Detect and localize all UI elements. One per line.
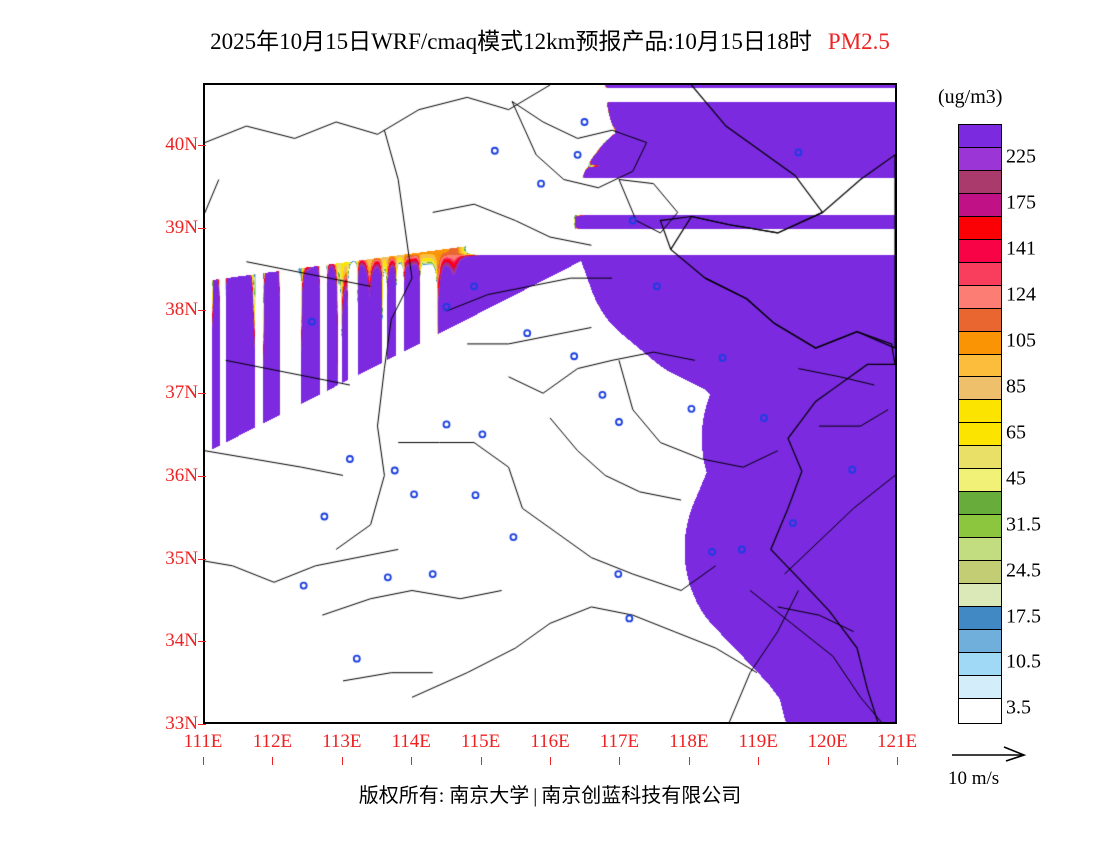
y-axis-tick-label: 34N bbox=[165, 630, 198, 652]
wind-scale-label: 10 m/s bbox=[948, 768, 1000, 789]
x-axis-tick-label: 116E bbox=[530, 731, 570, 752]
footer-company-text: 南京创蓝科技有限公司 bbox=[541, 785, 742, 807]
colorbar-band bbox=[959, 698, 1001, 722]
x-axis-tick bbox=[758, 757, 760, 765]
colorbar-band bbox=[959, 147, 1001, 171]
colorbar-band bbox=[959, 652, 1001, 676]
y-axis-tick bbox=[198, 475, 206, 477]
y-axis-tick bbox=[198, 558, 206, 560]
y-axis-tick-label: 36N bbox=[165, 464, 198, 486]
x-axis-labels: 111E 112E 113E 114E 115E 116E 117E 118E 119E 120E… bbox=[184, 731, 917, 765]
colorbar-band bbox=[959, 193, 1001, 217]
y-axis-labels: 40N 39N 38N 37N 36N 35N 34N 33N bbox=[140, 83, 206, 734]
x-axis-tick-label: 119E bbox=[738, 731, 778, 752]
page-title: 2025年10月15日WRF/cmaq模式12km预报产品:10月15日18时 P… bbox=[0, 22, 1100, 56]
title-variable-text: PM2.5 bbox=[827, 29, 890, 54]
colorbar-band bbox=[959, 400, 1001, 424]
x-axis-tick bbox=[341, 757, 343, 765]
x-axis-tick bbox=[688, 757, 690, 765]
x-axis-tick bbox=[827, 757, 829, 765]
x-axis-tick-label: 113E bbox=[322, 731, 362, 752]
x-axis-tick bbox=[897, 757, 898, 765]
x-axis-tick-label: 115E bbox=[460, 731, 501, 752]
colorbar-band bbox=[959, 561, 1001, 585]
colorbar-tick-label: 175 bbox=[1006, 191, 1036, 214]
colorbar-band bbox=[959, 239, 1001, 263]
colorbar-band bbox=[959, 125, 1001, 148]
y-axis-tick-label: 35N bbox=[165, 547, 198, 569]
colorbar-tick-label: 3.5 bbox=[1006, 696, 1031, 719]
x-axis-tick bbox=[550, 757, 551, 765]
colorbar-band bbox=[959, 331, 1001, 355]
wind-arrow-icon bbox=[952, 746, 1027, 762]
x-axis-tick bbox=[203, 757, 204, 765]
colorbar-tick-label: 45 bbox=[1006, 467, 1026, 490]
y-axis-tick bbox=[198, 310, 206, 312]
colorbar-tick-label: 31.5 bbox=[1006, 513, 1041, 536]
colorbar[interactable] bbox=[958, 124, 1002, 724]
colorbar-tick-label: 24.5 bbox=[1006, 559, 1041, 582]
x-axis-tick-label: 120E bbox=[807, 731, 848, 752]
x-axis-tick bbox=[411, 757, 413, 765]
x-axis-tick-label: 121E bbox=[876, 731, 918, 752]
y-axis-tick-label: 39N bbox=[165, 216, 198, 238]
footer-copyright-text: 版权所有: 南京大学 bbox=[358, 785, 530, 807]
y-axis-tick-label: 37N bbox=[165, 382, 198, 404]
colorbar-band bbox=[959, 423, 1001, 447]
colorbar-tick-label: 225 bbox=[1006, 145, 1036, 168]
y-axis-tick-label: 38N bbox=[165, 299, 198, 321]
colorbar-band bbox=[959, 584, 1001, 608]
x-axis-tick-label: 118E bbox=[669, 731, 709, 752]
colorbar-band bbox=[959, 469, 1001, 493]
x-axis-tick bbox=[480, 757, 482, 765]
wind-scale-key: 10 m/s bbox=[944, 744, 1064, 800]
colorbar-tick-label: 65 bbox=[1006, 421, 1026, 444]
colorbar-band bbox=[959, 170, 1001, 194]
colorbar-band bbox=[959, 607, 1001, 630]
y-axis-tick-label: 40N bbox=[165, 134, 198, 156]
concentration-field-canvas bbox=[205, 85, 895, 722]
colorbar-tick-label: 85 bbox=[1006, 375, 1026, 398]
colorbar-tick-label: 10.5 bbox=[1006, 650, 1041, 673]
y-axis-tick bbox=[198, 393, 206, 395]
colorbar-band bbox=[959, 262, 1001, 286]
colorbar-units-label: (ug/m3) bbox=[938, 86, 1003, 108]
x-axis-tick-label: 114E bbox=[391, 731, 431, 752]
y-axis-tick bbox=[198, 724, 206, 725]
colorbar-tick-labels: 225 175 141 124 105 85 65 45 31.5 24.5 17.5 10.5 3.5 bbox=[1006, 124, 1098, 724]
footer-separator: | bbox=[533, 785, 538, 807]
colorbar-band bbox=[959, 377, 1001, 401]
y-axis-tick-label: 33N bbox=[165, 713, 198, 734]
y-axis-tick bbox=[198, 641, 206, 643]
x-axis-tick bbox=[619, 757, 621, 765]
y-axis-tick bbox=[198, 145, 206, 147]
x-axis-tick-label: 111E bbox=[183, 731, 223, 752]
map-plot-area[interactable] bbox=[203, 83, 897, 724]
colorbar-band bbox=[959, 538, 1001, 562]
colorbar-band bbox=[959, 354, 1001, 378]
colorbar-band bbox=[959, 446, 1001, 470]
colorbar-tick-label: 105 bbox=[1006, 329, 1036, 352]
title-main-text: 2025年10月15日WRF/cmaq模式12km预报产品:10月15日18时 bbox=[210, 29, 812, 54]
colorbar-tick-label: 124 bbox=[1006, 283, 1036, 306]
colorbar-band bbox=[959, 492, 1001, 516]
colorbar-band bbox=[959, 515, 1001, 539]
colorbar-band bbox=[959, 216, 1001, 240]
colorbar-band bbox=[959, 675, 1001, 699]
y-axis-tick bbox=[198, 227, 206, 229]
x-axis-tick-label: 112E bbox=[252, 731, 293, 752]
colorbar-tick-label: 141 bbox=[1006, 237, 1036, 260]
colorbar-band bbox=[959, 308, 1001, 332]
colorbar-tick-label: 17.5 bbox=[1006, 605, 1041, 628]
colorbar-band bbox=[959, 285, 1001, 309]
x-axis-tick-label: 117E bbox=[599, 731, 640, 752]
colorbar-band bbox=[959, 629, 1001, 653]
footer-copyright: 版权所有: 南京大学 | 南京创蓝科技有限公司 bbox=[0, 779, 1100, 808]
x-axis-tick bbox=[272, 757, 274, 765]
